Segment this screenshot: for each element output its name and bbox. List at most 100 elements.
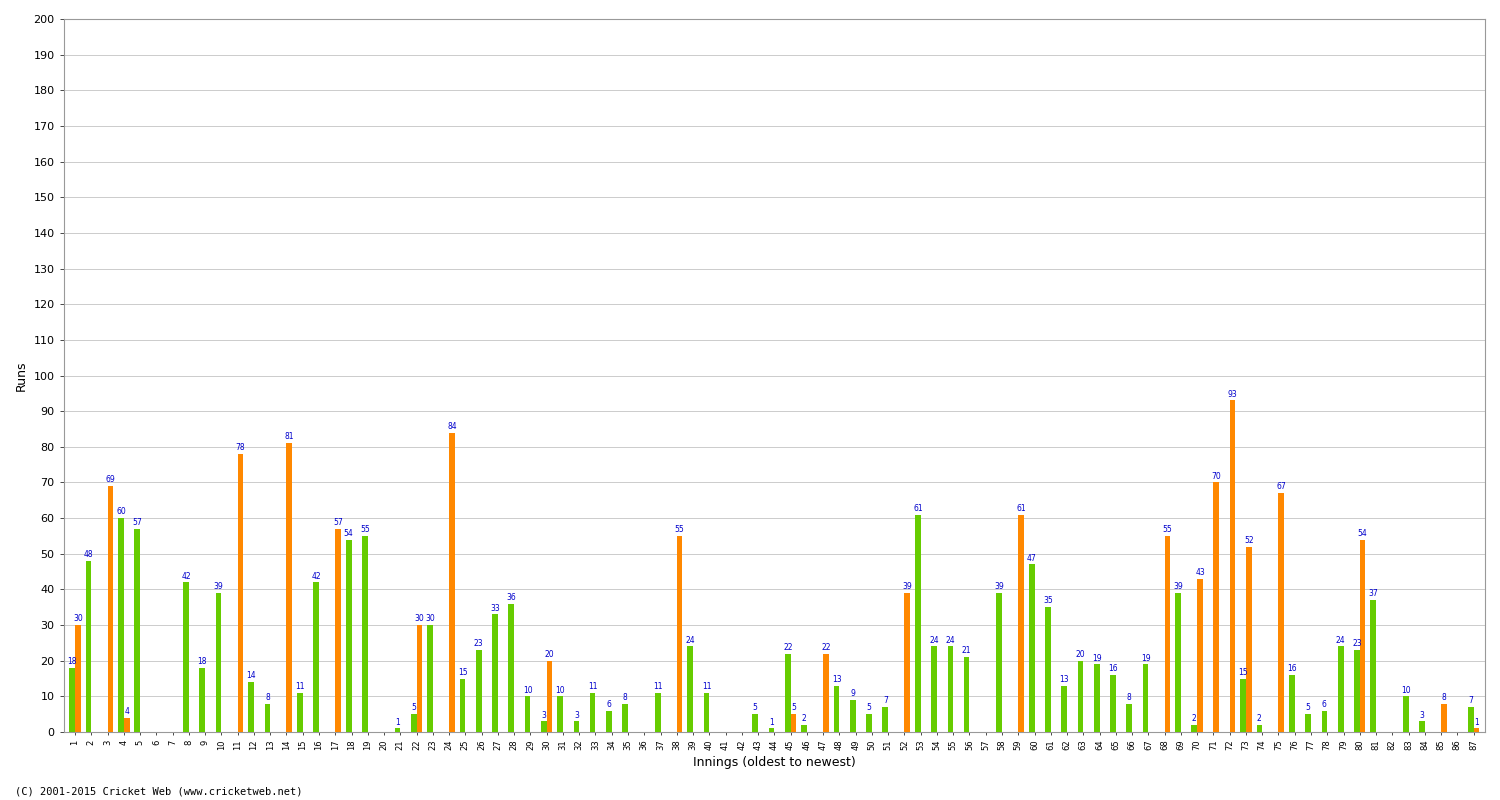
- Bar: [932, 646, 938, 732]
- Bar: [1174, 593, 1180, 732]
- Text: 35: 35: [1042, 597, 1053, 606]
- Text: 2: 2: [801, 714, 807, 723]
- Text: 13: 13: [1059, 675, 1070, 684]
- Text: 69: 69: [105, 475, 116, 484]
- Text: 11: 11: [588, 682, 597, 691]
- Bar: [264, 703, 270, 732]
- Y-axis label: Runs: Runs: [15, 360, 28, 390]
- Text: 5: 5: [411, 703, 416, 713]
- Text: 23: 23: [1352, 639, 1362, 648]
- Text: 33: 33: [490, 604, 500, 613]
- Text: 54: 54: [1358, 529, 1368, 538]
- Text: 8: 8: [266, 693, 270, 702]
- Text: 14: 14: [246, 671, 256, 680]
- Bar: [996, 593, 1002, 732]
- Text: 23: 23: [474, 639, 483, 648]
- Text: 19: 19: [1140, 654, 1150, 662]
- Text: 2: 2: [1192, 714, 1197, 723]
- Bar: [297, 693, 303, 732]
- Text: 47: 47: [1028, 554, 1036, 562]
- Bar: [882, 707, 888, 732]
- Bar: [865, 714, 871, 732]
- Bar: [1288, 675, 1294, 732]
- Bar: [1257, 725, 1262, 732]
- Text: 11: 11: [296, 682, 304, 691]
- Text: 48: 48: [84, 550, 93, 559]
- Text: 24: 24: [686, 636, 694, 645]
- Bar: [753, 714, 758, 732]
- Text: 18: 18: [198, 657, 207, 666]
- Bar: [108, 486, 114, 732]
- Text: 15: 15: [458, 668, 468, 677]
- Bar: [362, 536, 368, 732]
- Bar: [1442, 703, 1448, 732]
- Text: 67: 67: [1276, 482, 1286, 491]
- Text: 21: 21: [962, 646, 972, 655]
- Text: 52: 52: [1244, 536, 1254, 545]
- Bar: [411, 714, 417, 732]
- Text: 13: 13: [831, 675, 842, 684]
- Bar: [69, 668, 75, 732]
- Text: 93: 93: [1227, 390, 1238, 398]
- Bar: [790, 714, 796, 732]
- Bar: [286, 443, 292, 732]
- Text: 30: 30: [424, 614, 435, 623]
- Text: 84: 84: [447, 422, 458, 430]
- Bar: [124, 718, 129, 732]
- Text: 7: 7: [1468, 696, 1473, 706]
- Text: 2: 2: [1257, 714, 1262, 723]
- Text: 6: 6: [606, 700, 612, 709]
- Bar: [346, 539, 351, 732]
- Bar: [948, 646, 952, 732]
- Bar: [606, 710, 612, 732]
- Bar: [86, 561, 92, 732]
- Bar: [1371, 600, 1376, 732]
- Text: 20: 20: [1076, 650, 1086, 659]
- Text: 42: 42: [312, 571, 321, 581]
- Text: 10: 10: [524, 686, 532, 694]
- Bar: [1110, 675, 1116, 732]
- Bar: [824, 654, 830, 732]
- Bar: [1419, 722, 1425, 732]
- Bar: [687, 646, 693, 732]
- Bar: [1077, 661, 1083, 732]
- Text: 1: 1: [770, 718, 774, 726]
- Bar: [542, 722, 546, 732]
- Text: 39: 39: [903, 582, 912, 591]
- Bar: [1214, 482, 1219, 732]
- Text: 5: 5: [867, 703, 871, 713]
- Bar: [1046, 607, 1052, 732]
- Bar: [336, 529, 340, 732]
- Text: 39: 39: [1173, 582, 1184, 591]
- Bar: [183, 582, 189, 732]
- Bar: [448, 433, 454, 732]
- Bar: [1338, 646, 1344, 732]
- Bar: [394, 729, 400, 732]
- Text: 42: 42: [182, 571, 190, 581]
- Text: 9: 9: [850, 689, 855, 698]
- Bar: [1360, 539, 1365, 732]
- Bar: [656, 693, 660, 732]
- Text: 81: 81: [285, 433, 294, 442]
- Bar: [75, 625, 81, 732]
- Bar: [768, 729, 774, 732]
- Bar: [1126, 703, 1132, 732]
- Text: 7: 7: [884, 696, 888, 706]
- Bar: [1191, 725, 1197, 732]
- Bar: [509, 604, 515, 732]
- Text: 24: 24: [945, 636, 956, 645]
- Text: 30: 30: [414, 614, 424, 623]
- Text: 36: 36: [507, 593, 516, 602]
- Text: 54: 54: [344, 529, 354, 538]
- Bar: [622, 703, 628, 732]
- Bar: [216, 593, 222, 732]
- Bar: [237, 454, 243, 732]
- Bar: [1230, 401, 1236, 732]
- Text: 19: 19: [1092, 654, 1101, 662]
- Bar: [459, 678, 465, 732]
- Text: 22: 22: [783, 643, 792, 652]
- Text: 78: 78: [236, 443, 246, 452]
- Text: 24: 24: [930, 636, 939, 645]
- Text: 37: 37: [1368, 590, 1378, 598]
- Text: 8: 8: [622, 693, 627, 702]
